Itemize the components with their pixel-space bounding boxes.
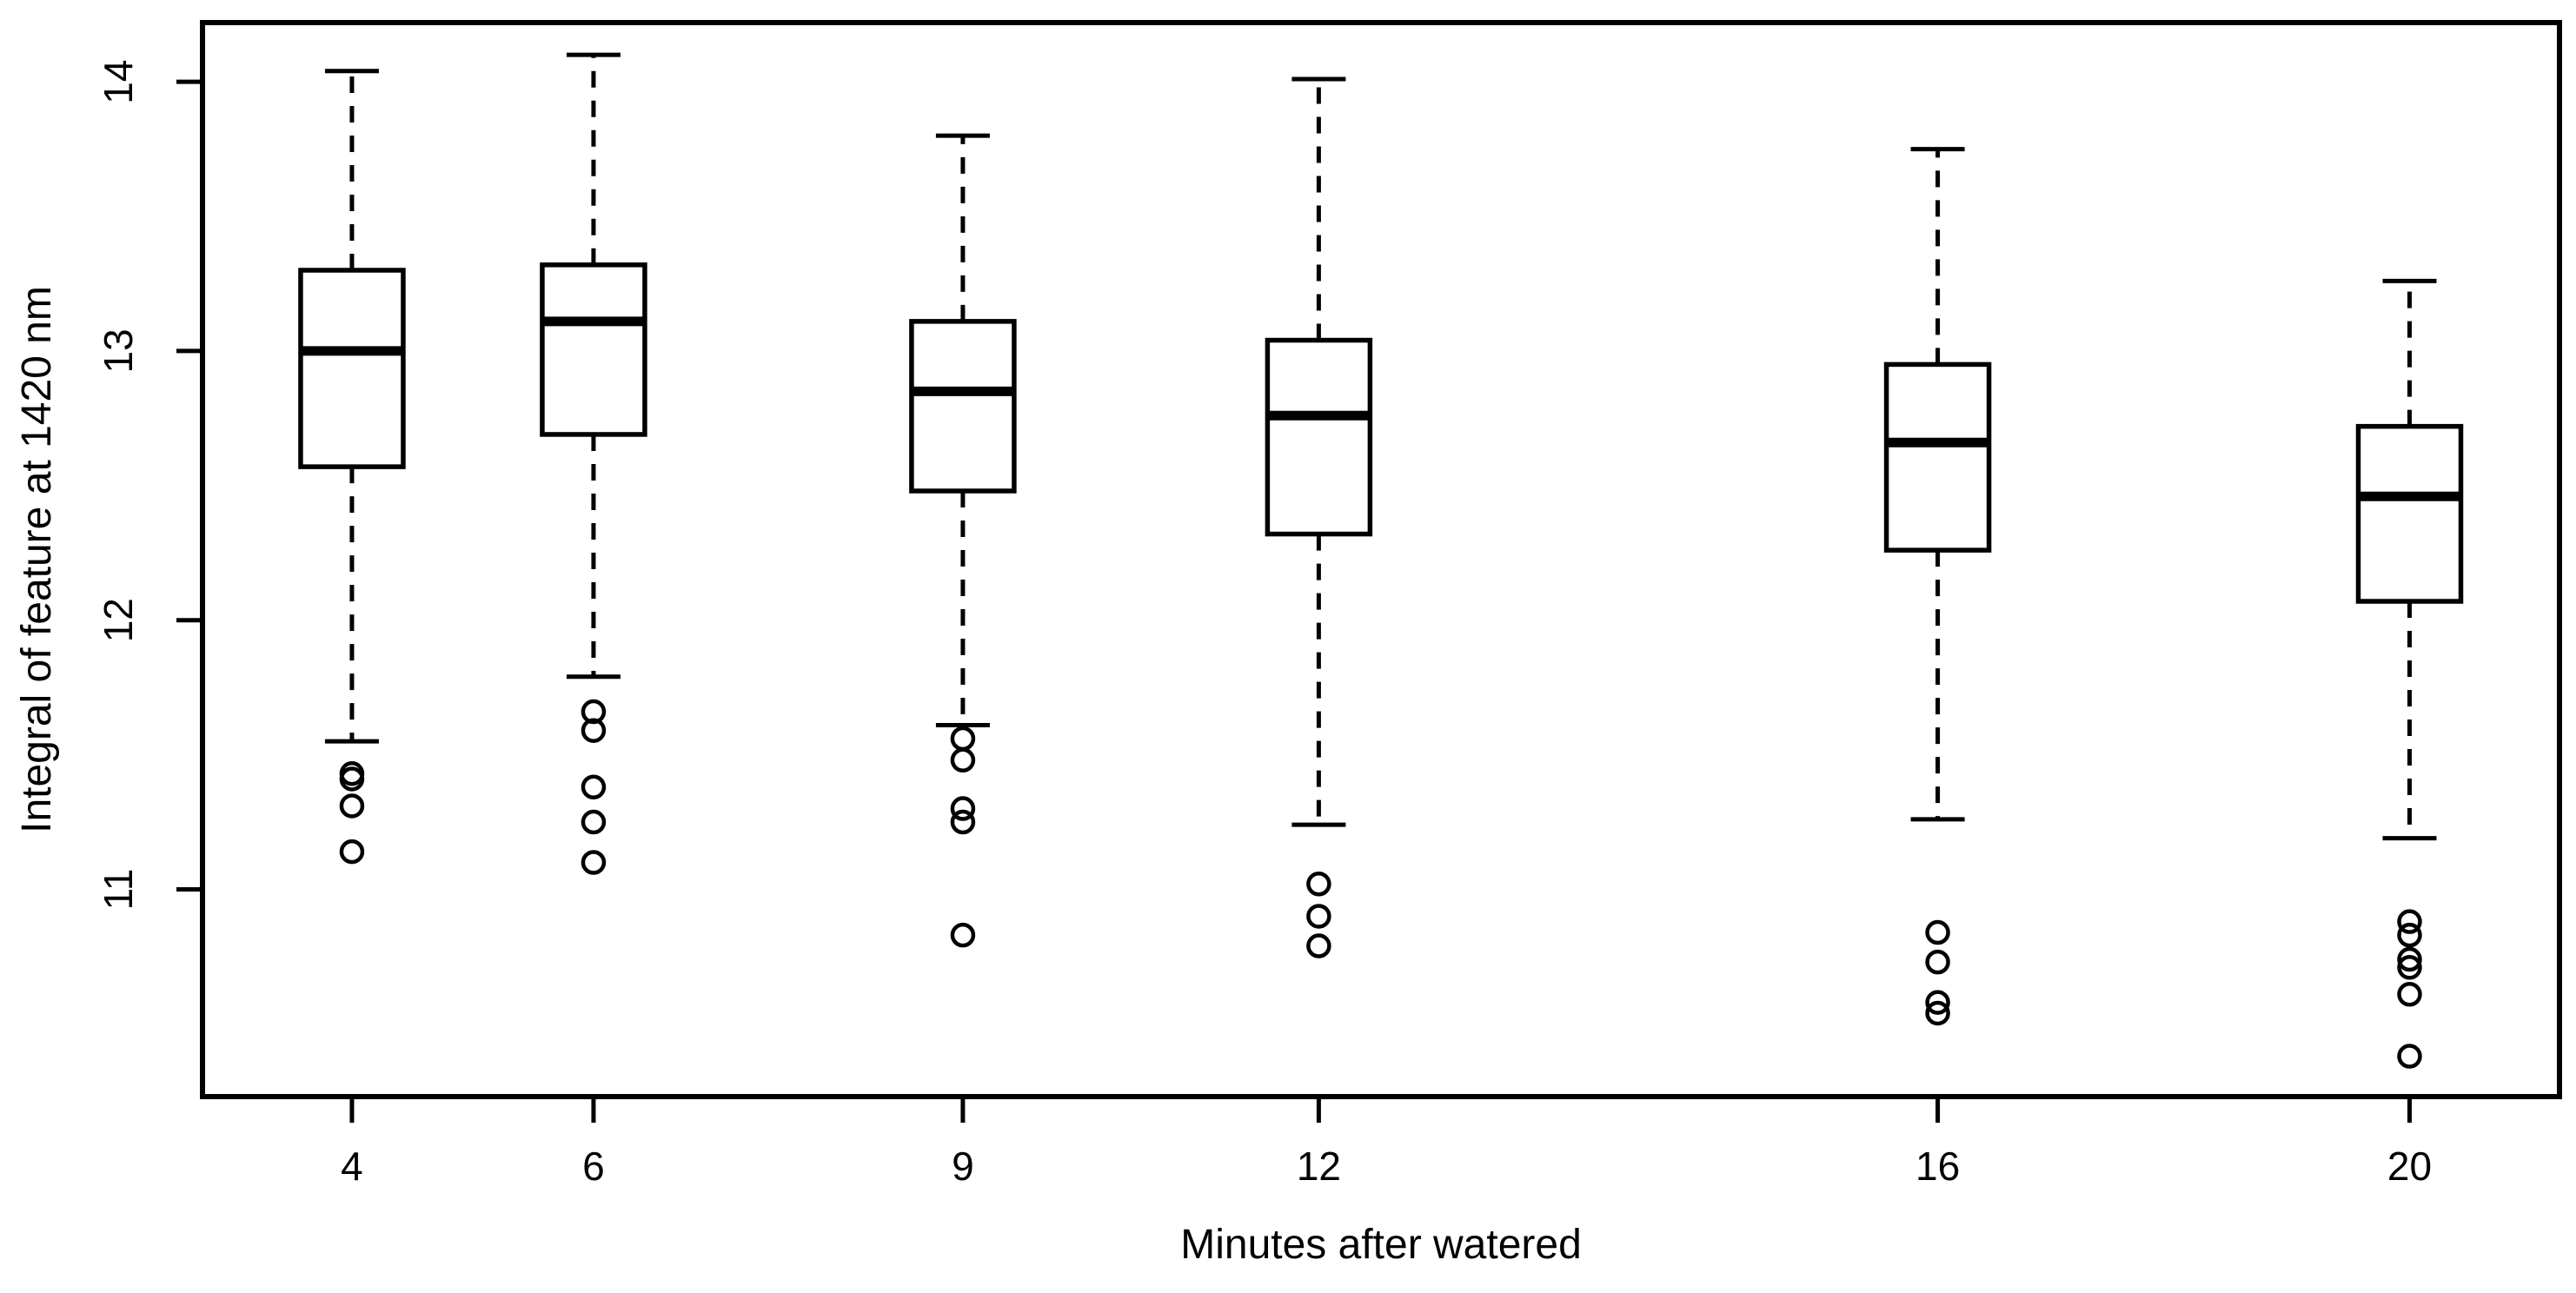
y-axis-title: Integral of feature at 1420 nm xyxy=(14,286,60,833)
y-tick-label: 12 xyxy=(96,598,141,642)
outlier-point xyxy=(1925,1000,1950,1026)
outlier-point xyxy=(339,793,365,819)
outlier-point xyxy=(2397,955,2422,980)
outlier-point xyxy=(581,774,607,800)
outlier-point xyxy=(950,922,976,948)
outlier-point xyxy=(2397,946,2422,972)
outlier-point xyxy=(1925,949,1950,975)
iqr-box xyxy=(298,268,406,469)
outlier-point xyxy=(581,718,607,743)
y-tick-label: 13 xyxy=(96,328,141,373)
x-tick-label: 4 xyxy=(341,1144,363,1189)
outlier-point xyxy=(2397,982,2422,1007)
outlier-point xyxy=(2397,922,2422,948)
outlier-point xyxy=(339,839,365,865)
x-tick-label: 9 xyxy=(952,1144,974,1189)
outlier-point xyxy=(1306,872,1331,897)
iqr-box xyxy=(909,319,1017,494)
x-axis-title: Minutes after watered xyxy=(1180,1222,1582,1268)
y-tick-label: 14 xyxy=(96,60,141,104)
outlier-point xyxy=(950,809,976,835)
plot-area: 11 12 13 14 4 6 9 12 16 20 xyxy=(96,20,2562,1189)
outlier-point xyxy=(581,699,607,725)
outlier-point xyxy=(581,809,607,835)
outlier-point xyxy=(1306,904,1331,929)
iqr-box xyxy=(1265,337,1373,537)
y-tick-label: 11 xyxy=(96,869,141,911)
outlier-point xyxy=(339,766,365,792)
iqr-box xyxy=(540,262,647,437)
iqr-box xyxy=(2355,423,2464,604)
x-tick-label: 12 xyxy=(1297,1144,1341,1189)
x-tick-label: 20 xyxy=(2387,1144,2432,1189)
outlier-point xyxy=(950,747,976,773)
outlier-point xyxy=(1925,919,1950,945)
x-tick-label: 16 xyxy=(1915,1144,1960,1189)
outlier-point xyxy=(1925,990,1950,1015)
outlier-point xyxy=(2397,909,2422,934)
plot-border xyxy=(200,20,2562,1099)
outlier-point xyxy=(581,850,607,875)
outlier-point xyxy=(1306,933,1331,958)
outlier-point xyxy=(950,726,976,752)
outlier-point xyxy=(950,796,976,821)
outlier-point xyxy=(2397,1044,2422,1069)
iqr-box xyxy=(1883,361,1992,553)
x-tick-label: 6 xyxy=(582,1144,605,1189)
